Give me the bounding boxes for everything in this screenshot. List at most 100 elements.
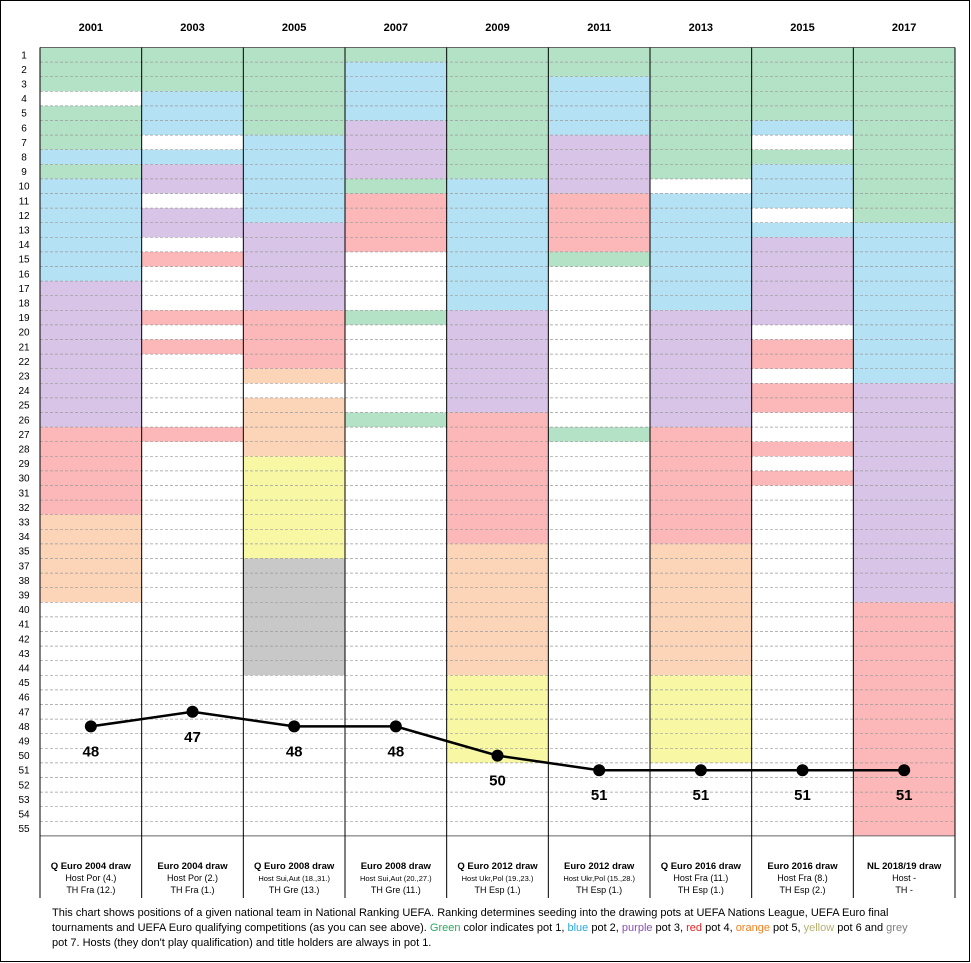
year-header: 2015 bbox=[790, 22, 814, 34]
pot-band bbox=[141, 47, 244, 92]
row-label: 12 bbox=[18, 211, 30, 222]
chart-description: This chart shows positions of a given na… bbox=[52, 907, 908, 949]
pot-band bbox=[853, 383, 955, 603]
footer-host: Host Ukr,Pol (19.,23.) bbox=[462, 874, 534, 883]
year-header: 2007 bbox=[384, 22, 408, 34]
footer-title: NL 2018/19 draw bbox=[867, 861, 942, 872]
row-label: 29 bbox=[18, 459, 30, 470]
row-label: 27 bbox=[18, 430, 30, 441]
row-label: 23 bbox=[18, 372, 30, 383]
pot-band bbox=[141, 310, 244, 325]
pot-band bbox=[446, 543, 549, 676]
ranking-chart: 1234567891011121314151617181920212223242… bbox=[18, 22, 956, 898]
row-label: 46 bbox=[18, 693, 30, 704]
row-label: 1 bbox=[21, 50, 27, 61]
row-label: 51 bbox=[18, 766, 30, 777]
pot-band bbox=[243, 310, 345, 369]
row-label: 18 bbox=[18, 299, 30, 310]
pot-band bbox=[548, 76, 650, 136]
footer-title-holder: TH Esp (1.) bbox=[474, 885, 520, 895]
value-label: 51 bbox=[591, 787, 608, 804]
year-header: 2001 bbox=[79, 22, 103, 34]
footer-title-holder: TH Esp (1.) bbox=[678, 885, 724, 895]
row-label: 41 bbox=[18, 620, 30, 631]
pot-band bbox=[243, 222, 345, 282]
pot-band bbox=[243, 368, 345, 384]
pot-band bbox=[243, 456, 345, 559]
year-header: 2005 bbox=[282, 22, 306, 34]
row-label: 38 bbox=[18, 576, 30, 587]
footer-title: Euro 2008 draw bbox=[361, 861, 432, 872]
pot-band bbox=[40, 149, 142, 165]
row-label: 45 bbox=[18, 678, 30, 689]
pot-band bbox=[751, 470, 854, 486]
ranking-point bbox=[694, 764, 707, 777]
pot-band bbox=[40, 105, 142, 150]
row-label: 44 bbox=[18, 664, 30, 675]
value-label: 47 bbox=[184, 729, 201, 746]
row-label: 9 bbox=[21, 167, 27, 178]
footer-title: Euro 2012 draw bbox=[564, 861, 635, 872]
ranking-point bbox=[389, 720, 402, 733]
footer-title: Euro 2016 draw bbox=[767, 861, 838, 872]
pot-band bbox=[548, 427, 650, 442]
footer-title: Q Euro 2004 draw bbox=[51, 861, 132, 872]
row-label: 16 bbox=[18, 269, 30, 280]
pot-band bbox=[141, 251, 244, 267]
pot-band bbox=[243, 135, 345, 223]
pot-band bbox=[345, 178, 447, 194]
pot-band bbox=[446, 47, 549, 179]
row-label: 50 bbox=[18, 751, 30, 762]
pot-band bbox=[751, 164, 854, 209]
row-label: 42 bbox=[18, 634, 30, 645]
pot-band bbox=[243, 397, 345, 457]
footer-title-holder: TH Gre (11.) bbox=[371, 885, 421, 895]
row-label: 48 bbox=[18, 722, 30, 733]
pot-band bbox=[141, 427, 244, 442]
pot-band bbox=[751, 222, 854, 238]
row-label: 40 bbox=[18, 605, 30, 616]
row-label: 32 bbox=[18, 503, 30, 514]
row-label: 35 bbox=[18, 547, 30, 558]
pot-band bbox=[548, 135, 650, 194]
row-label: 30 bbox=[18, 474, 30, 485]
year-header: 2011 bbox=[587, 22, 611, 34]
row-label: 19 bbox=[18, 313, 30, 324]
footer-host: Host Por (2.) bbox=[167, 873, 218, 883]
row-label: 47 bbox=[18, 707, 30, 718]
footer-title: Euro 2004 draw bbox=[157, 861, 228, 872]
footer-title: Q Euro 2008 draw bbox=[254, 861, 335, 872]
row-label: 10 bbox=[18, 182, 30, 193]
row-label: 13 bbox=[18, 226, 30, 237]
year-header: 2013 bbox=[689, 22, 713, 34]
footer-host: Host Sui,Aut (18.,31.) bbox=[258, 874, 330, 883]
pot-band bbox=[751, 47, 854, 121]
value-label: 48 bbox=[82, 743, 99, 760]
ranking-point bbox=[288, 720, 301, 733]
ranking-point bbox=[796, 764, 809, 777]
row-label: 25 bbox=[18, 401, 30, 412]
pot-band bbox=[751, 149, 854, 165]
pot-band bbox=[345, 412, 447, 428]
year-header: 2003 bbox=[180, 22, 204, 34]
footer-title-holder: TH Gre (13.) bbox=[269, 885, 320, 895]
pot-band bbox=[650, 543, 752, 676]
year-header: 2009 bbox=[485, 22, 509, 34]
pot-band bbox=[548, 193, 650, 252]
row-label: 49 bbox=[18, 737, 30, 748]
row-label: 17 bbox=[18, 284, 30, 295]
value-label: 48 bbox=[387, 743, 404, 760]
ranking-point bbox=[491, 749, 504, 762]
pot-band bbox=[345, 47, 447, 63]
pot-band bbox=[243, 47, 345, 136]
footer-host: Host - bbox=[892, 873, 916, 883]
row-label: 34 bbox=[18, 532, 30, 543]
row-label: 8 bbox=[21, 153, 27, 164]
footer-host: Host Fra (8.) bbox=[777, 873, 828, 883]
value-label: 48 bbox=[286, 743, 303, 760]
pot-band bbox=[446, 310, 549, 355]
value-label: 50 bbox=[489, 773, 506, 790]
row-label: 52 bbox=[18, 780, 30, 791]
value-label: 51 bbox=[794, 787, 811, 804]
